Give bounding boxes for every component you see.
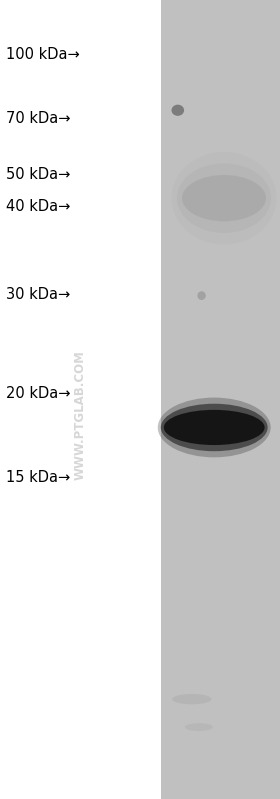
Ellipse shape <box>171 152 276 244</box>
Text: 20 kDa→: 20 kDa→ <box>6 386 70 400</box>
Text: 70 kDa→: 70 kDa→ <box>6 111 70 125</box>
Ellipse shape <box>161 403 268 451</box>
Text: 15 kDa→: 15 kDa→ <box>6 471 70 485</box>
Ellipse shape <box>164 410 265 445</box>
Text: 50 kDa→: 50 kDa→ <box>6 167 70 181</box>
Ellipse shape <box>197 291 206 300</box>
Text: 100 kDa→: 100 kDa→ <box>6 47 79 62</box>
Text: 40 kDa→: 40 kDa→ <box>6 199 70 213</box>
Ellipse shape <box>158 398 271 457</box>
Ellipse shape <box>185 723 213 731</box>
Text: WWW.PTGLAB.COM: WWW.PTGLAB.COM <box>73 351 86 480</box>
Ellipse shape <box>171 105 184 116</box>
FancyBboxPatch shape <box>161 0 280 799</box>
Text: 30 kDa→: 30 kDa→ <box>6 287 70 301</box>
Ellipse shape <box>177 164 271 233</box>
Ellipse shape <box>182 175 266 221</box>
Ellipse shape <box>172 694 211 705</box>
